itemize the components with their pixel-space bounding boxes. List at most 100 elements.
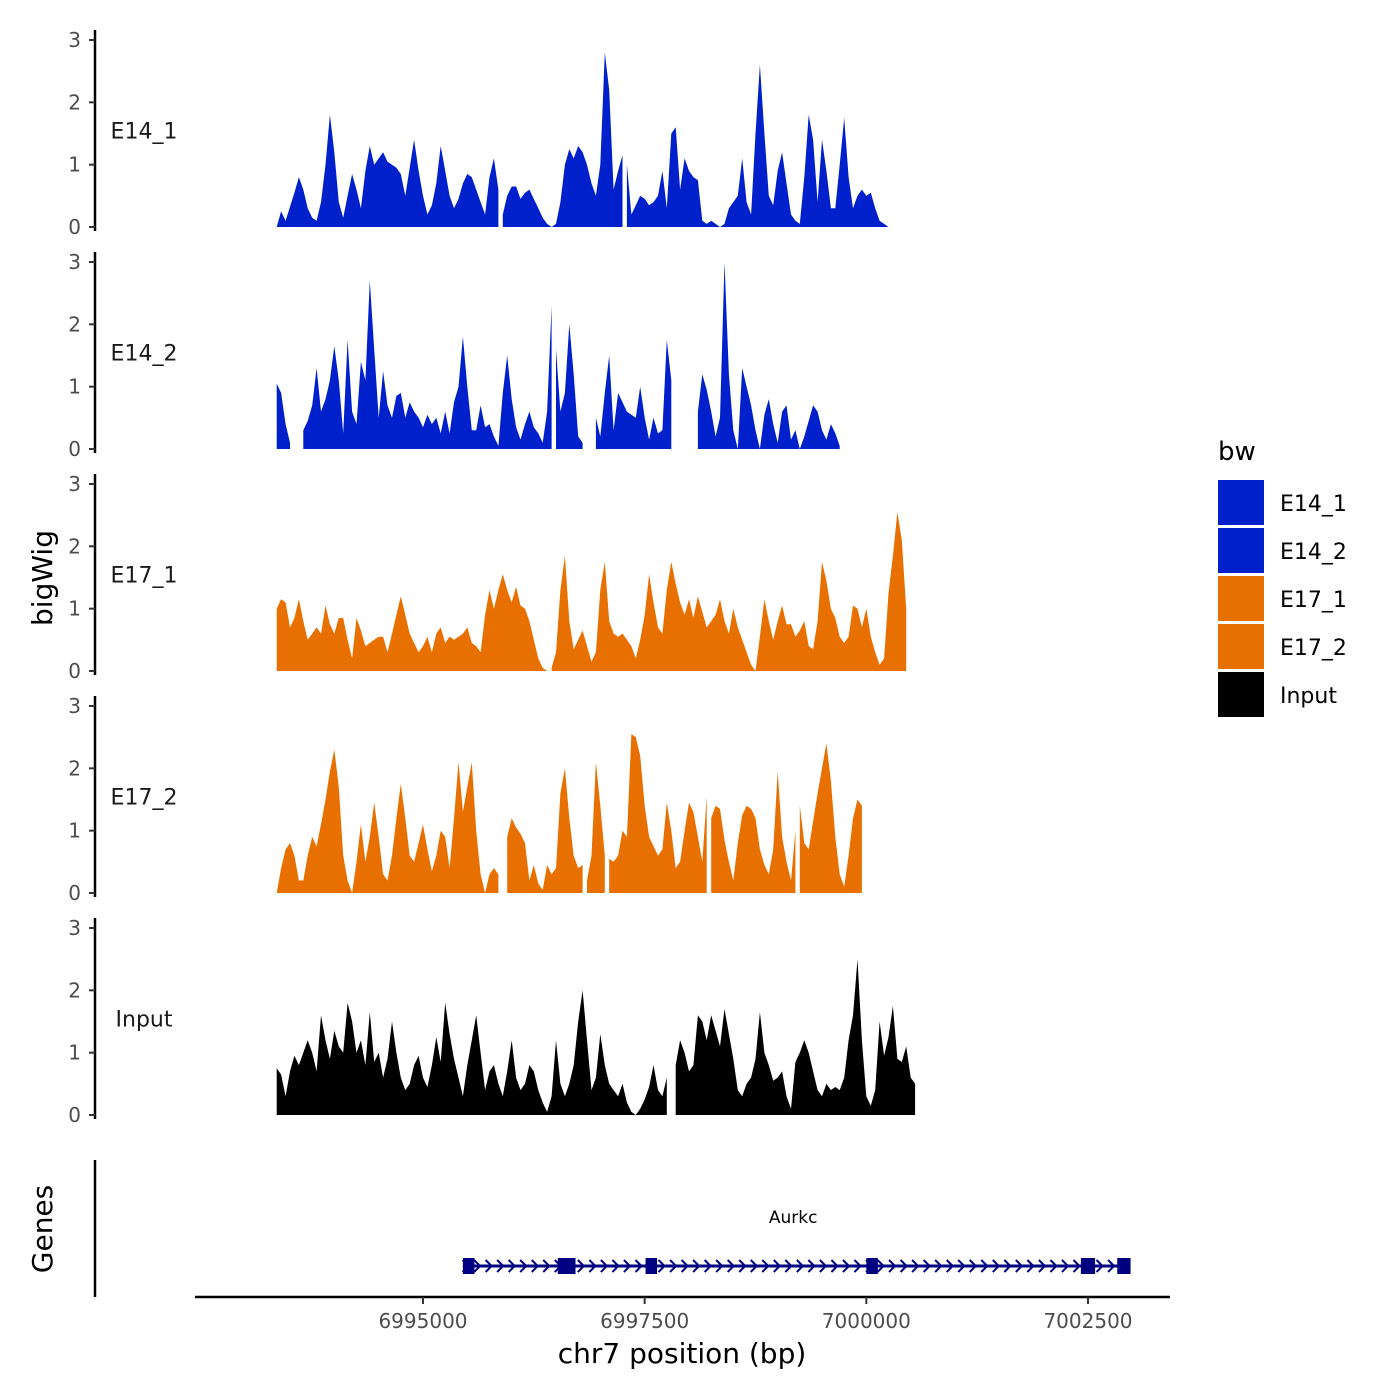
strand-arrow (980, 1259, 989, 1273)
signal-area (595, 339, 672, 449)
strand-arrow (1072, 1259, 1081, 1273)
strand-arrow (761, 1259, 770, 1273)
legend-label: Input (1280, 684, 1337, 709)
gene-name-label: Aurkc (769, 1208, 818, 1228)
strand-arrow (588, 1259, 597, 1273)
legend-title: bw (1218, 437, 1256, 467)
legend-item-input[interactable]: Input (1218, 672, 1337, 717)
strand-arrow (1026, 1259, 1035, 1273)
strand-arrow (876, 1259, 885, 1273)
y-tick-label: 0 (68, 1103, 81, 1127)
strand-arrow (957, 1259, 966, 1273)
track-panel-e17-1: 0 1 2 3 E17_1 (68, 472, 907, 683)
strand-arrow (726, 1259, 736, 1273)
y-tick-label: 0 (68, 437, 81, 461)
y-tick-label: 0 (68, 659, 81, 683)
strand-arrow (1107, 1259, 1116, 1273)
strand-arrow (600, 1259, 609, 1273)
strand-arrow (496, 1259, 505, 1273)
signal-area (276, 114, 499, 227)
signal-area (626, 64, 889, 228)
strand-arrow (611, 1259, 620, 1273)
x-tick-label: 6997500 (600, 1309, 689, 1333)
strand-arrow (473, 1259, 482, 1273)
strand-arrow (1061, 1259, 1070, 1273)
y-tick-label: 2 (68, 756, 81, 780)
track-label: Input (116, 1008, 173, 1033)
strand-arrow (531, 1259, 540, 1273)
signal-area (276, 749, 499, 893)
y-tick-label: 2 (68, 312, 81, 336)
strand-arrow (830, 1259, 839, 1273)
strand-arrow (945, 1259, 955, 1273)
track-label: E17_1 (111, 564, 178, 589)
signal-area (276, 990, 667, 1115)
strand-arrow (773, 1259, 782, 1273)
signal-area (799, 743, 862, 893)
strand-arrow (888, 1259, 897, 1273)
signal-area (502, 52, 623, 227)
signal-area (587, 762, 605, 893)
strand-arrow (796, 1259, 805, 1273)
strand-arrow (969, 1259, 978, 1273)
strand-arrow (692, 1259, 701, 1273)
legend-swatch (1218, 480, 1264, 525)
y-tick-label: 3 (68, 916, 81, 940)
legend-item-e17-1[interactable]: E17_1 (1218, 576, 1347, 621)
strand-arrow (738, 1259, 747, 1273)
signal-area (507, 768, 583, 893)
track-label: E17_2 (111, 786, 178, 811)
x-axis-title: chr7 position (bp) (558, 1337, 807, 1370)
legend-item-e14-1[interactable]: E14_1 (1218, 480, 1347, 525)
strand-arrow (934, 1259, 943, 1273)
strand-arrow (807, 1259, 816, 1273)
legend-swatch (1218, 672, 1264, 717)
y-tick-label: 2 (68, 978, 81, 1002)
signal-area (711, 771, 796, 893)
strand-arrow (680, 1259, 689, 1273)
strand-arrow (577, 1259, 586, 1273)
legend-item-e17-2[interactable]: E17_2 (1218, 624, 1347, 669)
signal-area (303, 280, 552, 449)
x-tick-label: 7000000 (822, 1309, 911, 1333)
strand-arrow (784, 1259, 793, 1273)
strand-arrow (911, 1259, 920, 1273)
y-tick-label: 1 (68, 597, 81, 621)
strand-arrow (519, 1259, 528, 1273)
track-panel-e14-1: 0 1 2 3 E14_1 (68, 28, 889, 239)
strand-arrow (819, 1259, 828, 1273)
legend-item-e14-2[interactable]: E14_2 (1218, 528, 1347, 573)
y-tick-label: 1 (68, 375, 81, 399)
y-tick-label: 3 (68, 28, 81, 52)
track-panel-input: 0 1 2 3 Input (68, 916, 916, 1127)
track-panel-e17-2: 0 1 2 3 E17_2 (68, 694, 862, 905)
signal-area (697, 262, 840, 449)
legend-label: E14_2 (1280, 540, 1347, 565)
track-label: E14_2 (111, 342, 178, 367)
x-tick-label: 6995000 (378, 1309, 467, 1333)
strand-arrow (1095, 1259, 1104, 1273)
strand-arrow (1003, 1259, 1012, 1273)
exon-block (1117, 1258, 1131, 1274)
strand-arrow (715, 1259, 724, 1273)
strand-arrow (507, 1259, 517, 1273)
y-axis-title: bigWig (26, 530, 59, 626)
strand-arrow (1038, 1259, 1047, 1273)
strand-arrow (542, 1259, 551, 1273)
legend-swatch (1218, 624, 1264, 669)
strand-arrow (634, 1259, 643, 1273)
strand-arrow (669, 1259, 678, 1273)
strand-arrow (484, 1259, 494, 1273)
strand-arrow (992, 1259, 1001, 1273)
signal-area (276, 383, 290, 449)
legend-label: E17_2 (1280, 636, 1347, 661)
legend-swatch (1218, 576, 1264, 621)
strand-arrow (922, 1259, 932, 1273)
x-tick-label: 7002500 (1043, 1309, 1132, 1333)
gene-aurkc[interactable]: Aurkc (461, 1208, 1131, 1274)
strand-arrow (750, 1259, 759, 1273)
y-tick-label: 1 (68, 153, 81, 177)
gene-track-title: Genes (26, 1185, 59, 1273)
legend-label: E17_1 (1280, 588, 1347, 613)
